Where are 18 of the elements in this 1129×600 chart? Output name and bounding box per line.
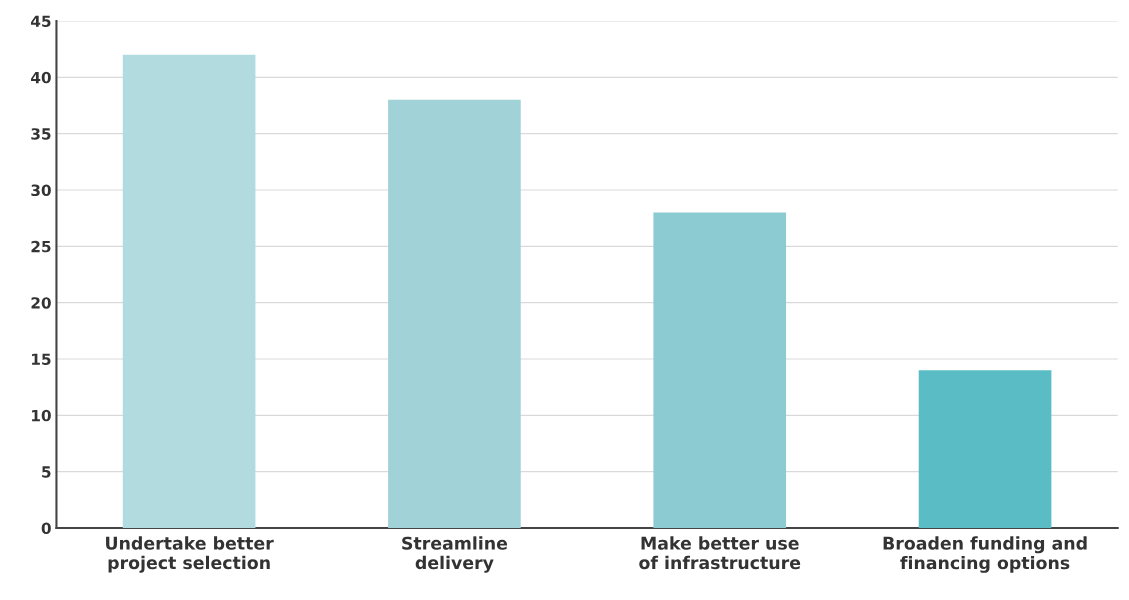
y-tick-label: 5 — [42, 466, 51, 478]
x-tick-label: Undertake better project selection — [106, 536, 274, 573]
bar — [653, 212, 787, 528]
x-tick-label: Streamline delivery — [402, 536, 508, 573]
x-tick-label: Broaden funding and financing options — [883, 536, 1087, 573]
y-tick-label: 45 — [31, 15, 51, 28]
bar — [918, 370, 1052, 528]
y-tick-label: 30 — [31, 184, 51, 197]
y-tick-label: 0 — [41, 522, 51, 535]
y-tick-label: 25 — [31, 240, 51, 253]
bar — [388, 99, 521, 528]
x-tick-label: Make better use of infrastructure — [639, 536, 801, 570]
bar — [122, 54, 256, 528]
y-tick-label: 20 — [31, 297, 51, 309]
y-tick-label: 40 — [31, 71, 51, 84]
y-tick-label: 35 — [31, 128, 51, 140]
y-tick-label: 15 — [32, 353, 51, 366]
y-tick-label: 10 — [32, 409, 51, 422]
